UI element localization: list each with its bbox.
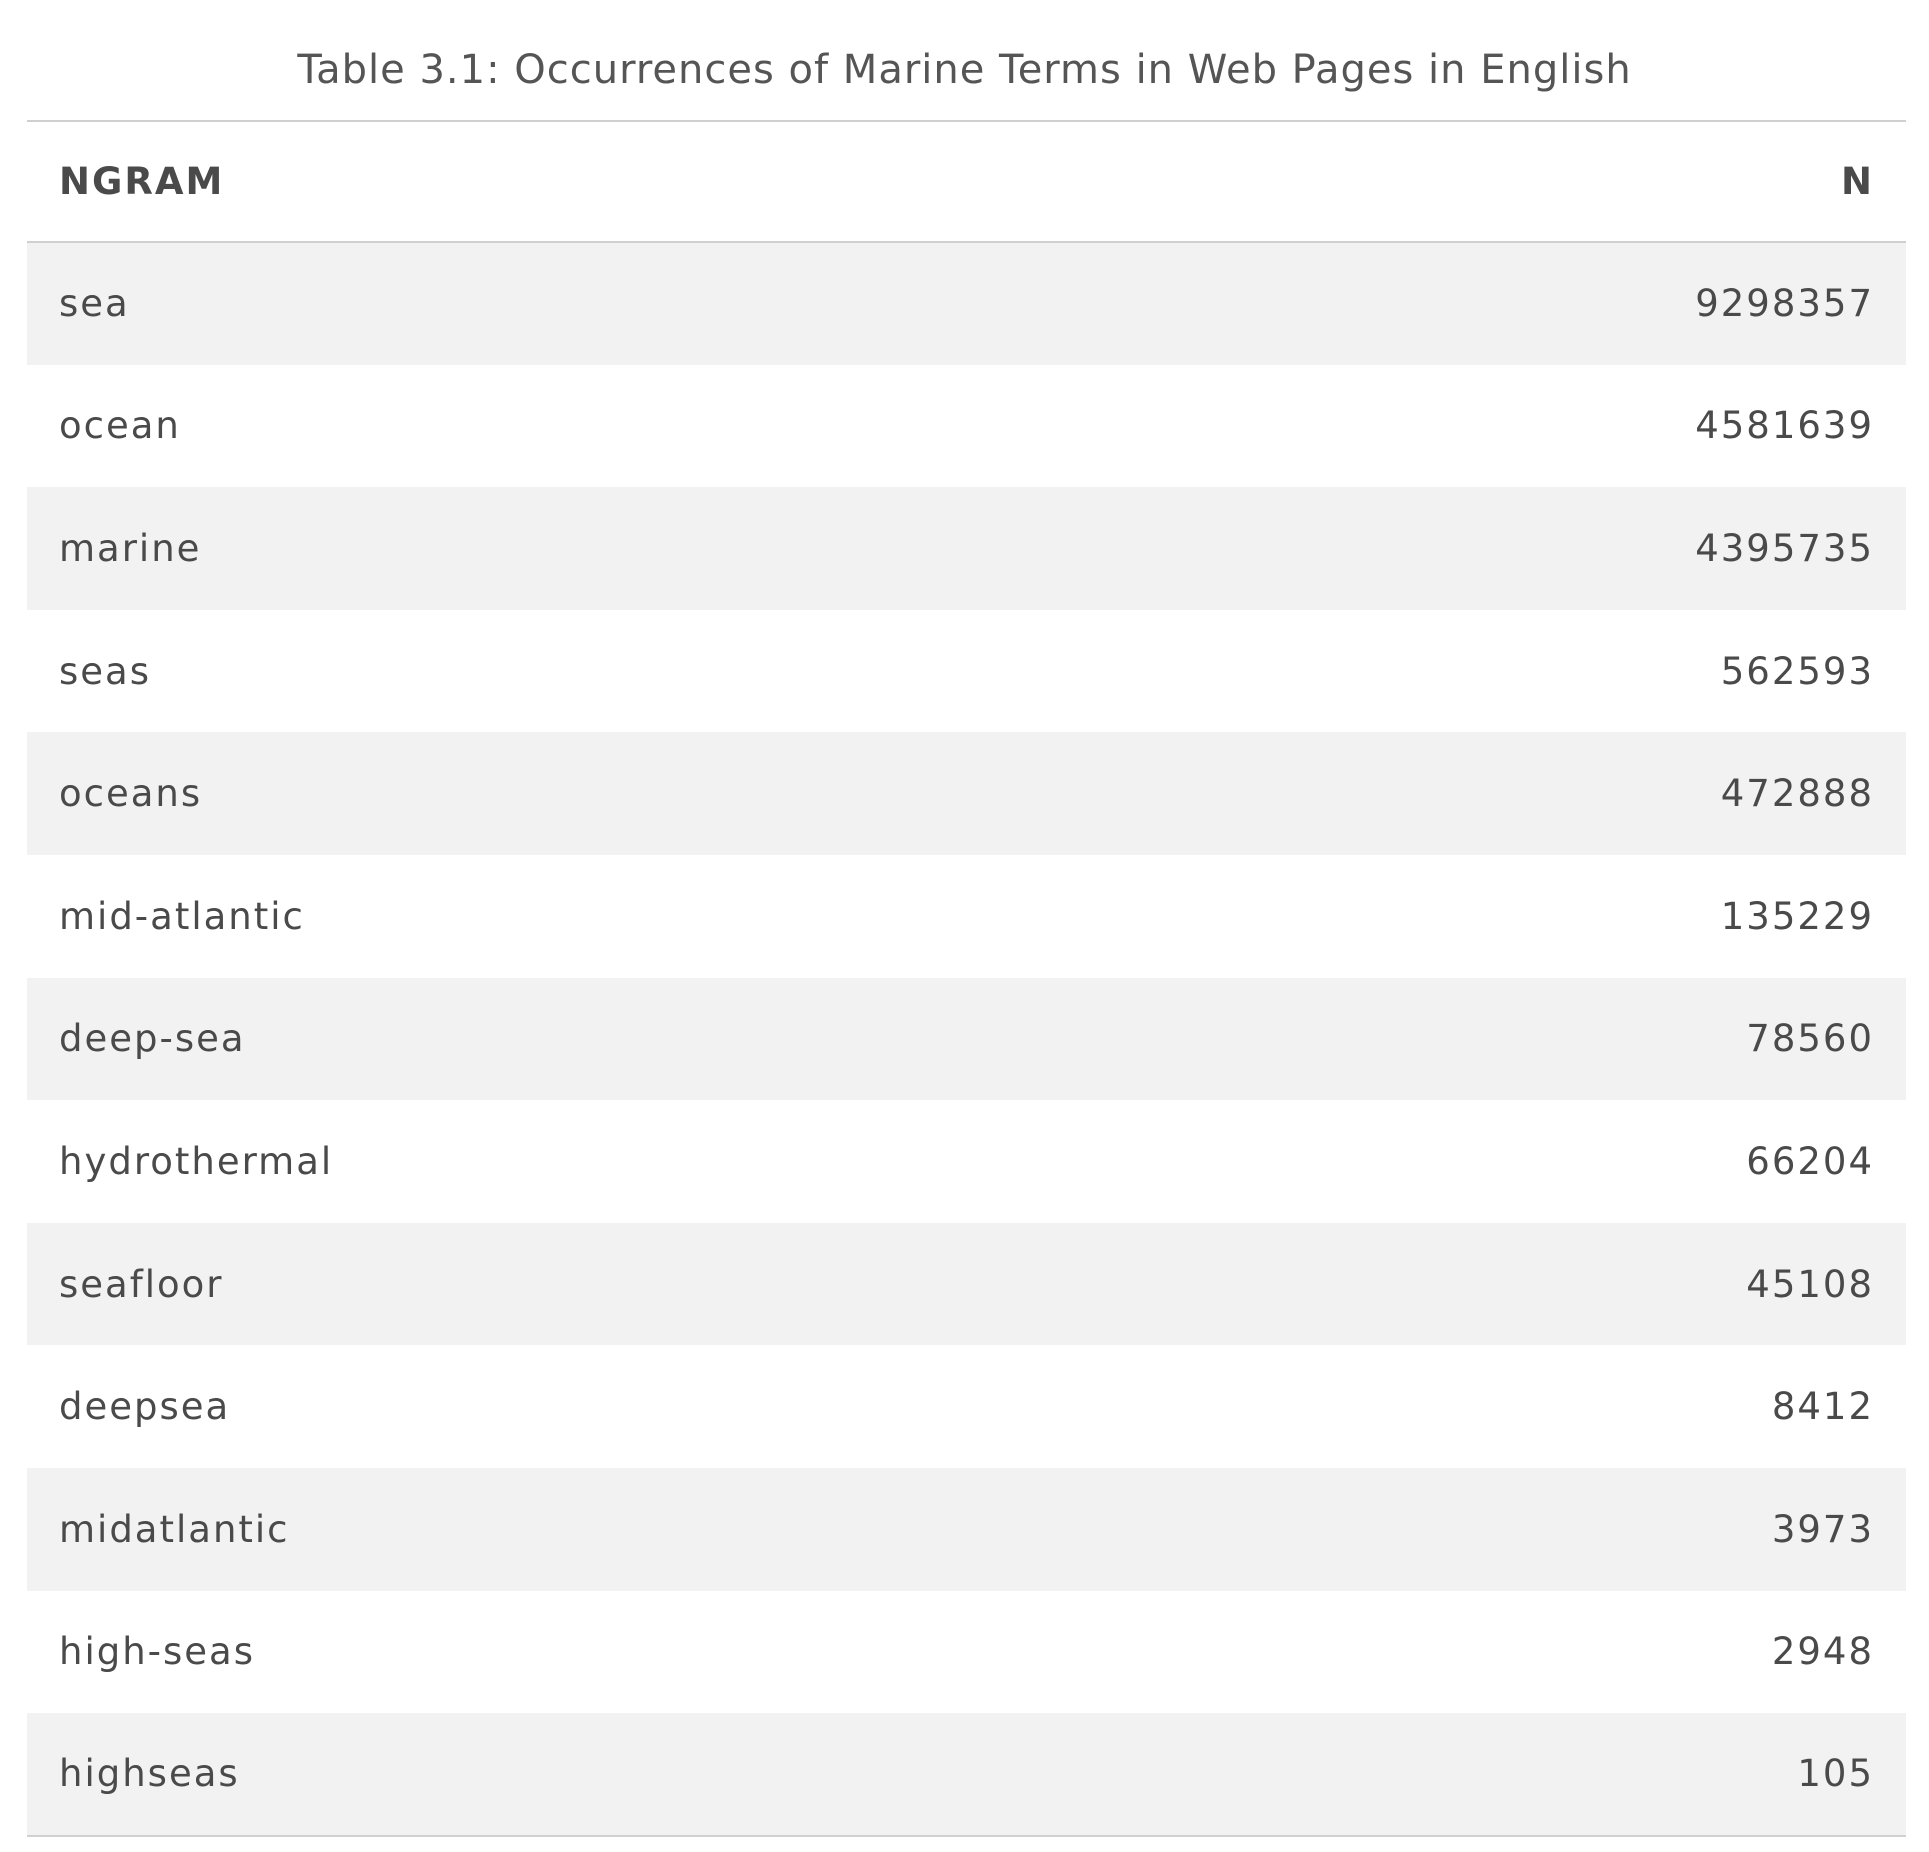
cell-ngram: seafloor	[59, 1262, 224, 1306]
cell-count: 4395735	[1695, 526, 1874, 570]
cell-ngram: seas	[59, 649, 151, 693]
cell-ngram: highseas	[59, 1752, 240, 1796]
table-container: NGRAM N sea 9298357 ocean 4581639 marine…	[27, 120, 1906, 1837]
cell-ngram: deepsea	[59, 1385, 231, 1429]
cell-count: 135229	[1720, 894, 1874, 938]
table-row: midatlantic 3973	[27, 1467, 1906, 1591]
header-row: NGRAM N	[27, 121, 1906, 242]
cell-count: 66204	[1746, 1139, 1874, 1183]
table-header: NGRAM N	[27, 121, 1906, 242]
cell-count: 4581639	[1695, 404, 1874, 448]
cell-count: 105	[1797, 1752, 1874, 1796]
cell-count: 45108	[1746, 1262, 1874, 1306]
table-row: seafloor 45108	[27, 1222, 1906, 1346]
table-row: marine 4395735	[27, 487, 1906, 610]
marine-terms-table: NGRAM N sea 9298357 ocean 4581639 marine…	[27, 120, 1906, 1837]
table-row: seas 562593	[27, 610, 1906, 733]
table-caption: Table 3.1: Occurrences of Marine Terms i…	[297, 47, 1632, 93]
cell-count: 8412	[1771, 1385, 1874, 1429]
table-row: deepsea 8412	[27, 1345, 1906, 1468]
cell-ngram: hydrothermal	[59, 1139, 334, 1183]
table-row: high-seas 2948	[27, 1591, 1906, 1714]
cell-ngram: oceans	[59, 772, 203, 816]
cell-count: 78560	[1746, 1017, 1874, 1061]
table-row: hydrothermal 66204	[27, 1100, 1906, 1223]
table-row: highseas 105	[27, 1713, 1906, 1836]
cell-ngram: ocean	[59, 404, 181, 448]
cell-ngram: sea	[59, 282, 130, 326]
table-row: mid-atlantic 135229	[27, 855, 1906, 978]
column-header-n: N	[1841, 160, 1874, 203]
cell-ngram: marine	[59, 526, 202, 570]
cell-count: 472888	[1720, 772, 1874, 816]
cell-count: 3973	[1771, 1507, 1874, 1551]
cell-count: 2948	[1771, 1630, 1874, 1674]
column-header-ngram: NGRAM	[59, 160, 225, 203]
table-body: sea 9298357 ocean 4581639 marine 4395735…	[27, 242, 1906, 1836]
cell-count: 9298357	[1695, 282, 1874, 326]
cell-ngram: mid-atlantic	[59, 894, 305, 938]
cell-count: 562593	[1720, 649, 1874, 693]
table-row: sea 9298357	[27, 242, 1906, 365]
table-row: deep-sea 78560	[27, 977, 1906, 1101]
cell-ngram: midatlantic	[59, 1507, 290, 1551]
table-row: ocean 4581639	[27, 365, 1906, 488]
cell-ngram: deep-sea	[59, 1017, 246, 1061]
table-row: oceans 472888	[27, 732, 1906, 855]
cell-ngram: high-seas	[59, 1630, 256, 1674]
